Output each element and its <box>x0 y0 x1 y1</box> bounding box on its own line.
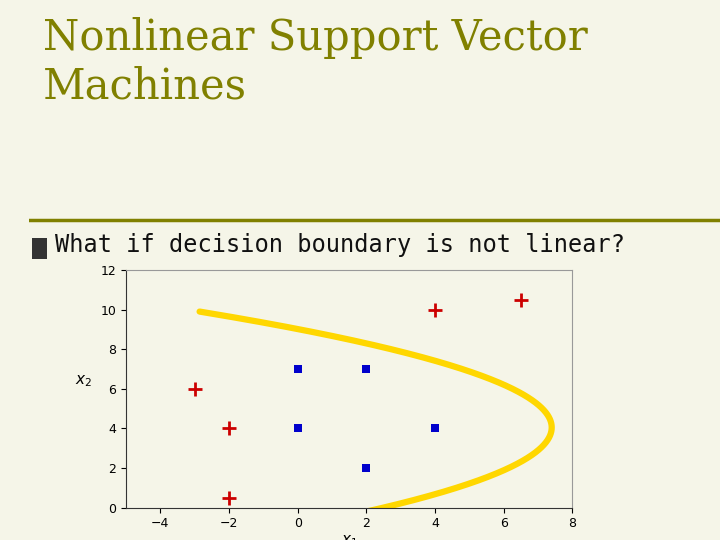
Text: Nonlinear Support Vector
Machines: Nonlinear Support Vector Machines <box>42 17 588 108</box>
Bar <box>32 238 48 259</box>
X-axis label: $x_1$: $x_1$ <box>341 533 358 540</box>
Text: What if decision boundary is not linear?: What if decision boundary is not linear? <box>55 233 625 256</box>
Y-axis label: $x_2$: $x_2$ <box>75 373 92 389</box>
